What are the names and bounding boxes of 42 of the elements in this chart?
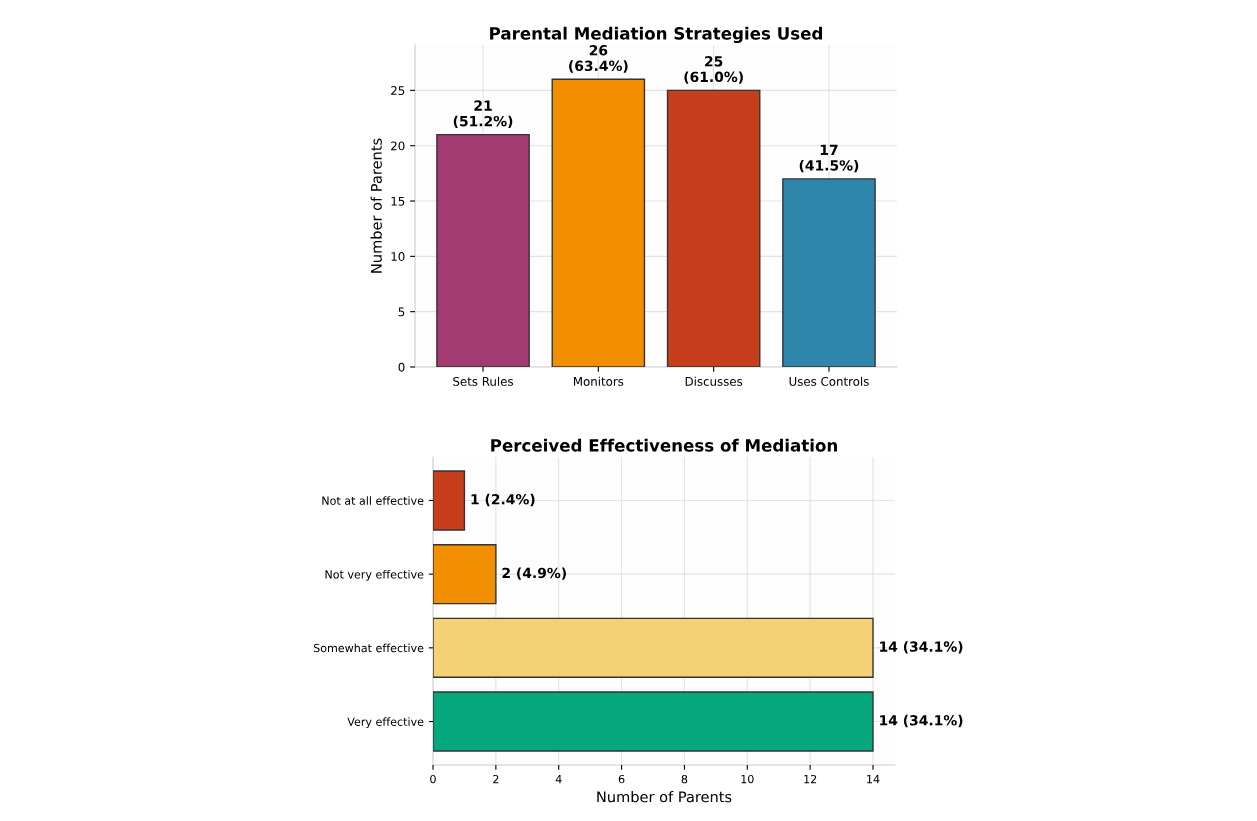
x-tick-label: Sets Rules [453, 376, 514, 386]
y-tick-label: Not at all effective [322, 496, 424, 505]
bar [433, 470, 466, 531]
data-label: 14 (34.1%) [880, 641, 963, 654]
y-tick-label: 10 [391, 252, 405, 261]
x-tick-label: 2 [493, 774, 499, 784]
y-tick-label: 25 [391, 86, 405, 96]
y-tick-label: 0 [398, 362, 405, 372]
bar [433, 543, 497, 605]
data-label: 25 (61.0%) [684, 56, 743, 84]
x-tick-label: 6 [618, 774, 625, 784]
y-tick-label: Somewhat effective [313, 643, 424, 653]
bar [666, 89, 761, 367]
x-tick-label: 0 [430, 774, 436, 784]
data-label: 17 (41.5%) [799, 144, 859, 173]
y-tick-label: 15 [391, 196, 405, 206]
data-label: 21 (51.2%) [453, 100, 513, 129]
x-tick-label: Monitors [573, 376, 624, 386]
data-label: 14 (34.1%) [880, 714, 963, 728]
bar [436, 133, 530, 367]
chart-title: Perceived Effectiveness of Mediation [491, 438, 837, 452]
x-tick-label: 10 [741, 774, 754, 784]
data-label: 1 (2.4%) [471, 493, 535, 507]
bar [433, 691, 874, 752]
y-tick-label: Very effective [347, 717, 424, 729]
x-tick-label: Uses Controls [789, 376, 869, 386]
data-label: 2 (4.9%) [502, 567, 566, 580]
x-tick-label: 4 [555, 775, 562, 784]
x-tick-label: Discusses [685, 376, 743, 386]
x-tick-label: 12 [804, 774, 817, 784]
bar [551, 78, 646, 367]
y-tick-label: 20 [391, 141, 405, 151]
chart-title: Parental Mediation Strategies Used [490, 26, 822, 44]
x-tick-label: 14 [867, 775, 880, 784]
y-tick-label: 5 [398, 307, 405, 317]
y-axis-title: Number of Parents [370, 138, 382, 273]
x-axis-title: Number of Parents [597, 791, 732, 803]
y-tick-label: Not very effective [325, 569, 424, 581]
bar [782, 178, 876, 367]
bar [433, 617, 874, 679]
data-label: 26 (63.4%) [569, 45, 628, 73]
x-tick-label: 8 [681, 774, 688, 784]
